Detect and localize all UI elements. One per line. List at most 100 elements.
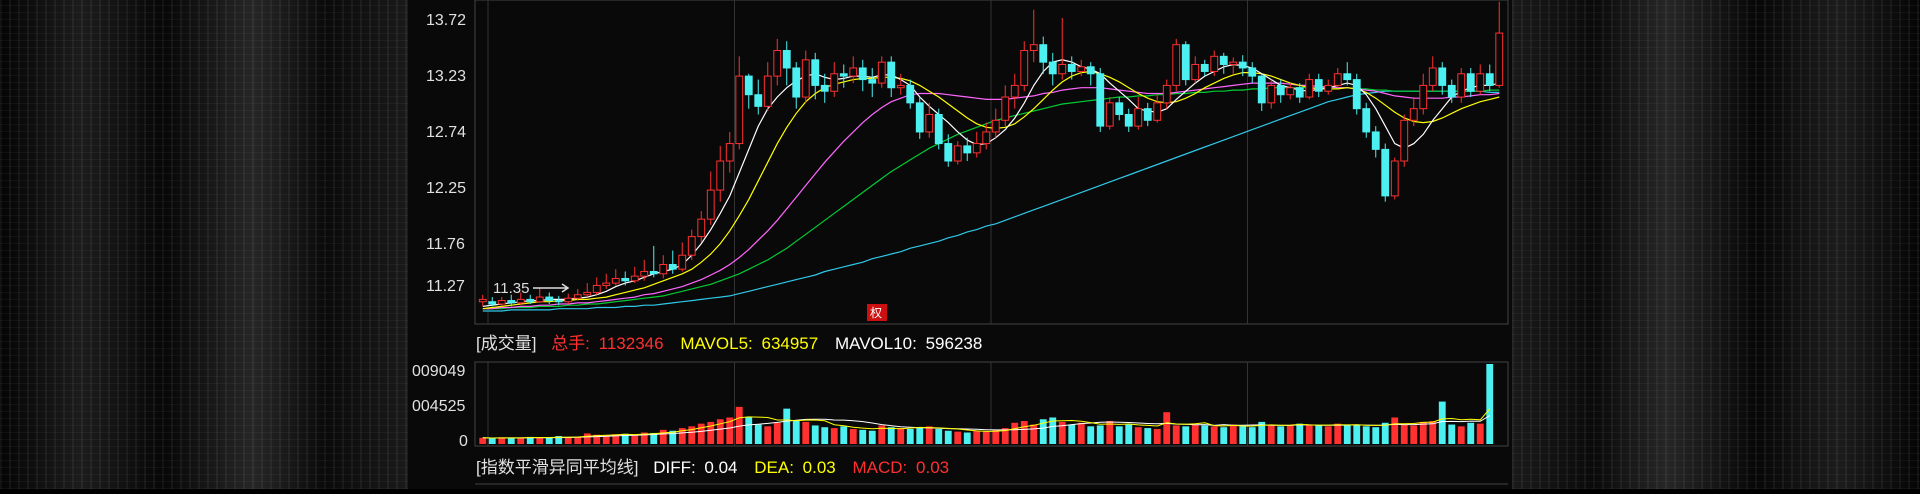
candle-body [1257, 75, 1266, 104]
candle-body [1115, 102, 1124, 115]
volume-bar [488, 438, 496, 444]
dea-value: 0.03 [803, 458, 836, 477]
volume-bar [792, 421, 800, 444]
volume-bar [1191, 424, 1199, 444]
candle-body [1409, 108, 1418, 121]
candle-body [1371, 131, 1380, 150]
candle-body [906, 84, 915, 104]
candle-body [839, 73, 848, 77]
volume-bar [640, 432, 648, 444]
volume-bar [697, 423, 705, 444]
volume-bar [1362, 426, 1370, 444]
candle-body [611, 277, 620, 284]
volume-bar [1220, 427, 1228, 444]
candle-body [725, 143, 734, 162]
volume-bar [526, 436, 534, 444]
macd-title: [指数平滑异同平均线] [476, 458, 638, 477]
candle-body [554, 300, 563, 303]
candle-body [1286, 87, 1295, 96]
candle-body [592, 284, 601, 293]
candle-body [915, 102, 924, 133]
candle-body [1153, 102, 1162, 121]
candle-body [1267, 84, 1276, 104]
candle-body [1219, 55, 1228, 65]
candle-body [1381, 148, 1390, 197]
volume-bar [593, 434, 601, 444]
candle-body [649, 270, 658, 275]
candle-body [1010, 84, 1019, 98]
price-tick: 13.23 [426, 68, 466, 85]
candle-body [782, 50, 791, 69]
price-tick: 11.27 [426, 278, 465, 295]
candle-body [944, 143, 953, 162]
candle-body [1143, 108, 1152, 121]
volume-bar [574, 436, 582, 444]
volume-bar [707, 421, 715, 444]
candle-body [1390, 160, 1399, 197]
candle-body [1438, 67, 1447, 86]
candle-body [1305, 79, 1314, 98]
price-y-axis: 13.72 13.23 12.74 12.25 11.76 11.27 [426, 12, 466, 295]
macd-header: [指数平滑异同平均线] DIFF: 0.04 DEA: 0.03 MACD: 0… [476, 458, 949, 477]
total-value: 1132346 [599, 334, 664, 353]
candle-body [1476, 73, 1485, 92]
volume-bar [802, 421, 810, 444]
candle-body [1210, 55, 1219, 72]
volume-bar [1248, 427, 1256, 444]
mavol10-value: 596238 [926, 334, 983, 353]
volume-bar [1134, 427, 1142, 444]
volume-header: [成交量] 总手: 1132346 MAVOL5: 634957 MAVOL10… [476, 334, 982, 353]
candle-body [1172, 44, 1181, 86]
candle-body [716, 160, 725, 191]
volume-bar [1410, 425, 1418, 444]
candle-body [497, 300, 506, 305]
volume-grid [487, 362, 1248, 446]
volume-bar [963, 432, 971, 444]
volume-bar [1305, 424, 1313, 444]
volume-bar [650, 432, 658, 444]
candle-body [1058, 63, 1067, 75]
candle-body [868, 79, 877, 84]
volume-bar [564, 437, 572, 444]
candle-body [1039, 44, 1048, 63]
volume-bar [1106, 421, 1114, 444]
volume-bar [602, 435, 610, 444]
volume-bar [1267, 424, 1275, 444]
volume-bar [688, 426, 696, 444]
candle-body [849, 67, 858, 77]
volume-bar [1277, 426, 1285, 444]
candle-body [1457, 73, 1466, 98]
candle-body [811, 59, 820, 86]
rights-badge-bg[interactable] [867, 304, 887, 321]
price-tick: 12.74 [426, 124, 466, 141]
candle-body [535, 296, 544, 303]
candle-body [820, 84, 829, 92]
volume-bar [754, 424, 762, 444]
volume-bar [811, 425, 819, 444]
candle-body [697, 218, 706, 238]
rights-badge: 权 [870, 306, 882, 320]
candle-body [925, 113, 934, 133]
volume-bar [1429, 421, 1437, 444]
volume-bar [1239, 426, 1247, 444]
volume-bar [631, 435, 639, 444]
candle-body [478, 298, 487, 303]
volume-bar [669, 430, 677, 444]
volume-bar [726, 417, 734, 444]
candle-body [1020, 50, 1029, 86]
candle-body [991, 119, 1000, 133]
price-tick: 11.76 [426, 236, 465, 253]
candle-body [1276, 84, 1285, 96]
candle-body [1295, 87, 1304, 98]
volume-average-lines [482, 408, 1491, 439]
volume-bar [1438, 401, 1446, 444]
candle-body [678, 254, 687, 270]
volume-bar [1125, 424, 1133, 444]
volume-bar [612, 434, 620, 444]
macd-value: 0.03 [916, 458, 949, 477]
volume-bar [925, 426, 933, 444]
stock-terminal: 13.72 13.23 12.74 12.25 11.76 11.27 11.3… [408, 0, 1512, 489]
candle-body [877, 61, 886, 84]
candle-body [1333, 73, 1342, 86]
candle-body [887, 61, 896, 89]
